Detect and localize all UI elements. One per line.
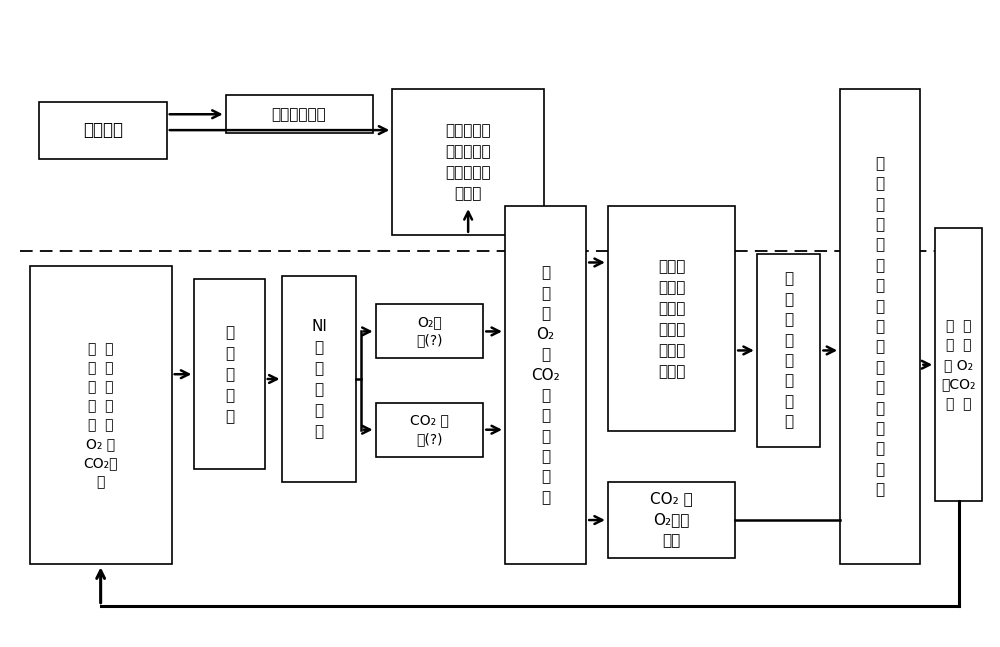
Text: 系统模型辨识: 系统模型辨识	[272, 107, 326, 122]
Bar	[282, 276, 356, 482]
Text: NI
数
据
采
集
板: NI 数 据 采 集 板	[311, 319, 327, 439]
Text: 气
体
传
感
器: 气 体 传 感 器	[225, 325, 234, 424]
Bar	[935, 228, 982, 501]
Text: 光生物
反应器
或发酵
反应器
的逆系
统模型: 光生物 反应器 或发酵 反应器 的逆系 统模型	[658, 259, 685, 378]
Bar	[840, 89, 920, 564]
Text: 产  生
需  要
的 O₂
或CO₂
数  量: 产 生 需 要 的 O₂ 或CO₂ 数 量	[941, 319, 976, 411]
Bar	[194, 279, 265, 469]
Text: 实验数据: 实验数据	[83, 121, 123, 139]
Text: 人  工
闭  合
生  态
系  统
当  前
O₂ 和
CO₂浓
度: 人 工 闭 合 生 态 系 统 当 前 O₂ 和 CO₂浓 度	[83, 342, 118, 488]
Bar	[226, 95, 373, 133]
Text: 光生物反应
器或发酵反
应器的正系
统模型: 光生物反应 器或发酵反 应器的正系 统模型	[445, 123, 491, 201]
Bar	[757, 254, 820, 447]
Text: CO₂ 或
O₂曝气
速率: CO₂ 或 O₂曝气 速率	[650, 492, 693, 549]
Bar	[608, 206, 735, 432]
Bar	[39, 102, 167, 159]
Text: CO₂ 不
足(?): CO₂ 不 足(?)	[410, 413, 449, 446]
Bar	[392, 89, 544, 235]
Text: 光
强
或
温
度
控
制
律: 光 强 或 温 度 控 制 律	[784, 272, 793, 430]
Bar	[376, 305, 483, 358]
Bar	[505, 206, 586, 564]
Bar	[608, 482, 735, 558]
Text: 理
想
产
O₂
或
CO₂
速
度
响
应
曲
线: 理 想 产 O₂ 或 CO₂ 速 度 响 应 曲 线	[531, 266, 560, 505]
Text: 光
生
物
反
应
器
或
发
酵
反
应
器
的
实
物
原
型: 光 生 物 反 应 器 或 发 酵 反 应 器 的 实 物 原 型	[876, 156, 885, 498]
Bar	[376, 402, 483, 457]
Bar	[30, 267, 172, 564]
Text: O₂不
足(?): O₂不 足(?)	[416, 315, 443, 347]
